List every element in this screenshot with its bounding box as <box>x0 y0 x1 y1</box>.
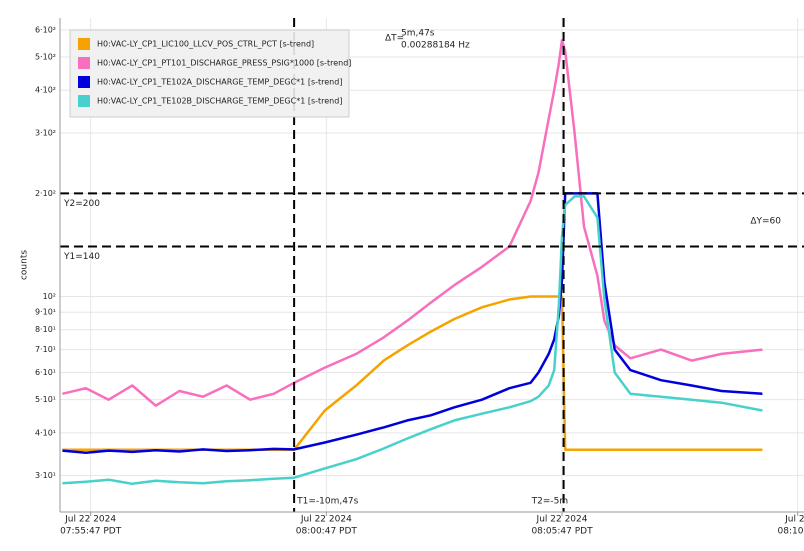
legend-label: H0:VAC-LY_CP1_PT101_DISCHARGE_PRESS_PSIG… <box>97 59 351 68</box>
delta-y-label: ΔY=60 <box>750 217 781 227</box>
x-tick-label: 08:05:47 PDT <box>531 527 593 537</box>
value-cursor-label: Y2=200 <box>63 199 100 209</box>
y-tick-label: 6·10¹ <box>35 368 56 377</box>
series-line <box>62 192 763 454</box>
y-tick-label: 9·10¹ <box>35 308 56 317</box>
x-tick-label: 07:55:47 PDT <box>60 527 122 537</box>
time-cursor-label: T2=-5m <box>531 497 569 507</box>
y-tick-label: 4·10¹ <box>35 428 56 437</box>
x-tick-label: Jul 22 <box>784 515 804 525</box>
delta-t-label: ΔT= <box>385 34 404 44</box>
grid <box>60 18 804 512</box>
y-tick-label: 2·10² <box>35 189 56 198</box>
legend-swatch <box>78 76 90 88</box>
legend-label: H0:VAC-LY_CP1_TE102A_DISCHARGE_TEMP_DEGC… <box>97 78 342 87</box>
delta-t-value: 5m,47s <box>401 29 435 39</box>
y-tick-label: 10² <box>43 292 56 301</box>
time-cursor-label: T1=-10m,47s <box>296 497 359 507</box>
legend-swatch <box>78 95 90 107</box>
y-tick-label: 3·10¹ <box>35 471 56 480</box>
y-tick-label: 7·10¹ <box>35 345 56 354</box>
legend-swatch <box>78 38 90 50</box>
y-tick-label: 8·10¹ <box>35 325 56 334</box>
y-tick-label: 5·10² <box>35 53 56 62</box>
delta-t-frequency: 0.00288184 Hz <box>401 41 470 51</box>
x-tick-label: Jul 22 2024 <box>300 515 352 525</box>
y-tick-label: 6·10² <box>35 25 56 34</box>
y-tick-label: 3·10² <box>35 129 56 138</box>
value-cursor-label: Y1=140 <box>63 252 100 262</box>
legend-label: H0:VAC-LY_CP1_LIC100_LLCV_POS_CTRL_PCT [… <box>97 40 314 49</box>
series-line <box>62 195 763 486</box>
y-tick-label: 4·10² <box>35 86 56 95</box>
x-tick-label: 08:00:47 PDT <box>296 527 358 537</box>
x-tick-label: Jul 22 2024 <box>64 515 116 525</box>
cursors: T1=-10m,47s T2=-5m Y1=140 Y2=200 ΔY=60 ΔT=5m,… <box>60 18 804 512</box>
legend: H0:VAC-LY_CP1_LIC100_LLCV_POS_CTRL_PCT [… <box>69 29 351 118</box>
legend-swatch <box>78 57 90 69</box>
x-tick-label: Jul 22 2024 <box>536 515 588 525</box>
y-axis-label: counts <box>20 250 30 280</box>
legend-label: H0:VAC-LY_CP1_TE102B_DISCHARGE_TEMP_DEGC… <box>97 97 342 106</box>
legend-box <box>69 29 350 118</box>
x-tick-label: 08:10:47 <box>778 527 804 537</box>
series-line <box>62 38 763 407</box>
y-tick-label: 5·10¹ <box>35 395 56 404</box>
plot-lines <box>62 38 763 486</box>
